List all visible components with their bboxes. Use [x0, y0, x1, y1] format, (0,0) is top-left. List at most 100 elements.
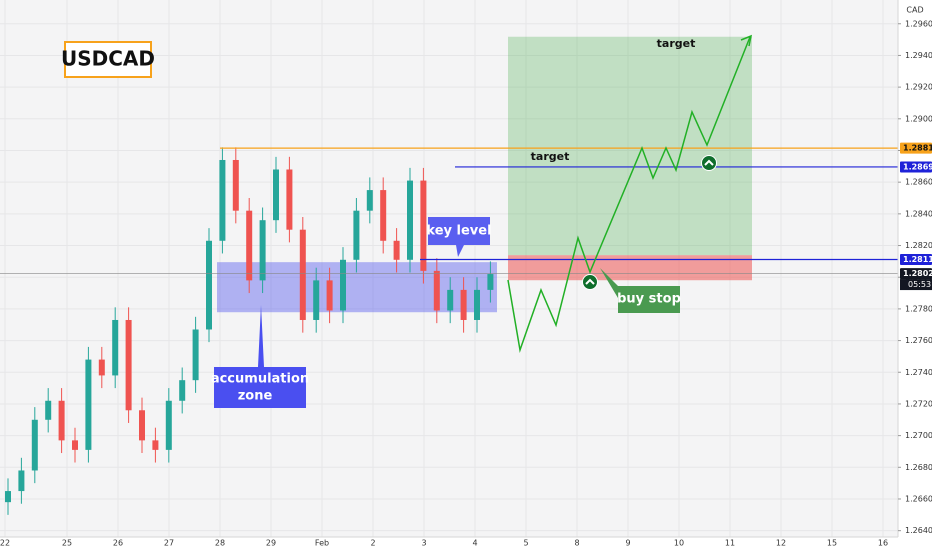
- candle-body: [407, 180, 413, 260]
- x-tick-label: 25: [62, 539, 72, 548]
- candle-body: [460, 289, 467, 320]
- candle-body: [165, 400, 172, 450]
- candle-body: [112, 319, 119, 376]
- target-label: target: [531, 150, 570, 163]
- y-tick-label: 1.29200: [905, 83, 932, 92]
- price-tag: [900, 142, 932, 154]
- price-tag-label: 1.28815: [903, 144, 932, 153]
- x-tick-label: 2: [370, 539, 375, 548]
- y-tick-label: 1.27800: [905, 304, 932, 313]
- candle-body: [326, 280, 333, 311]
- x-tick-label: 29: [266, 539, 276, 548]
- accumulation-callout: [214, 305, 306, 408]
- candle-body: [125, 319, 132, 411]
- currency-label: CAD: [906, 6, 923, 15]
- countdown-tag: [900, 279, 932, 291]
- price-tag-label: 1.28696: [903, 162, 932, 171]
- x-tick-label: Feb: [315, 539, 329, 548]
- x-tick-label: 10: [674, 539, 684, 548]
- buy-icon: [701, 155, 717, 171]
- chart-title: USDCAD: [61, 47, 155, 71]
- y-tick-label: 1.28400: [905, 209, 932, 218]
- y-tick-label: 1.29600: [905, 19, 932, 28]
- y-tick-label: 1.27000: [905, 431, 932, 440]
- y-tick-label: 1.27600: [905, 336, 932, 345]
- y-tick-label: 1.26600: [905, 494, 932, 503]
- buy-stop-callout: [600, 268, 680, 313]
- x-tick-label: 8: [574, 539, 579, 548]
- candle-body: [380, 190, 387, 241]
- y-tick-label: 1.28600: [905, 178, 932, 187]
- candle-body: [179, 380, 186, 401]
- x-tick-label: 12: [776, 539, 786, 548]
- buy-icon-chevron: [585, 278, 595, 285]
- candle-body: [18, 470, 25, 492]
- candle-body: [313, 280, 320, 320]
- price-tag: [900, 268, 932, 280]
- y-tick-label: 1.27400: [905, 368, 932, 377]
- candle-body: [152, 440, 159, 450]
- time-axis: [0, 537, 898, 550]
- candle-body: [232, 159, 239, 211]
- candle-body: [246, 210, 253, 281]
- candle-body: [353, 210, 360, 260]
- candle-body: [433, 270, 440, 311]
- x-tick-label: 11: [725, 539, 735, 548]
- candles: [5, 147, 494, 515]
- candle-body: [340, 259, 346, 311]
- y-tick-label: 1.27200: [905, 399, 932, 408]
- y-tick-label: 1.29000: [905, 114, 932, 123]
- candle-body: [286, 169, 293, 230]
- y-tick-label: 1.26800: [905, 463, 932, 472]
- y-tick-label: 1.28200: [905, 241, 932, 250]
- candle-body: [5, 491, 11, 503]
- candle-body: [366, 190, 373, 211]
- x-tick-label: 4: [472, 539, 477, 548]
- x-tick-label: 27: [164, 539, 174, 548]
- key-level-label: key level: [426, 224, 491, 239]
- candle-body: [45, 400, 52, 420]
- x-tick-label: 22: [0, 539, 10, 548]
- candle-body: [72, 440, 78, 450]
- accumulation-label: accumulation: [211, 372, 309, 387]
- x-tick-label: 5: [523, 539, 528, 548]
- candle-body: [31, 419, 38, 471]
- candle-body: [487, 274, 494, 290]
- y-tick-label: 1.29400: [905, 51, 932, 60]
- buy-icon: [582, 274, 598, 290]
- y-tick-label: 1.26400: [905, 526, 932, 535]
- candle-body: [273, 169, 279, 221]
- price-tag: [900, 161, 932, 173]
- price-tag: [900, 253, 932, 265]
- zone: [217, 262, 497, 313]
- zone: [508, 36, 752, 256]
- key-level-callout: [428, 217, 490, 257]
- zone-label: zone: [238, 389, 273, 404]
- x-tick-label: 26: [113, 539, 123, 548]
- x-tick-label: 16: [878, 539, 888, 548]
- buy-icon-chevron: [704, 159, 714, 166]
- price-tag-label: 1.28023: [903, 269, 932, 278]
- candle-body: [85, 359, 92, 450]
- candle-body: [447, 289, 454, 311]
- candle-body: [299, 229, 306, 320]
- target-label: target: [657, 37, 696, 50]
- axes: 1.26400 1.26600 1.26800 1.27000 1.27200 1.274…: [0, 19, 932, 548]
- candle-body: [206, 240, 212, 330]
- x-tick-label: 3: [421, 539, 426, 548]
- x-tick-label: 9: [625, 539, 630, 548]
- candle-body: [474, 289, 480, 320]
- candle-body: [219, 159, 226, 241]
- candle-body: [259, 220, 266, 281]
- candle-body: [98, 359, 105, 376]
- candle-body: [139, 410, 145, 441]
- candle-body: [420, 180, 427, 271]
- projection-arrow: [740, 34, 753, 47]
- candle-body: [58, 400, 65, 441]
- grid: [0, 0, 898, 537]
- candle-body: [192, 329, 199, 381]
- x-tick-label: 28: [215, 539, 225, 548]
- projection-path: [507, 36, 751, 353]
- title-box: [64, 41, 152, 78]
